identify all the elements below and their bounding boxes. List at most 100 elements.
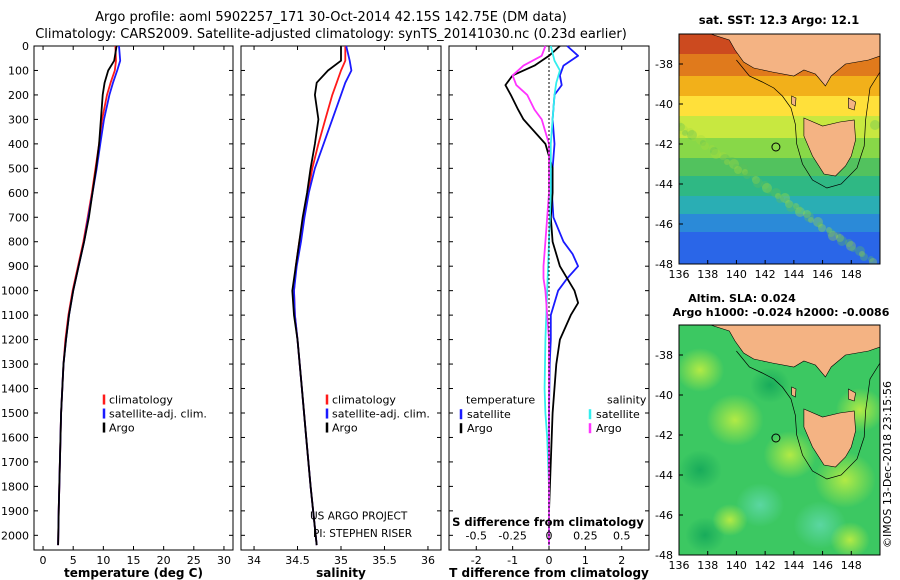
sst-texture xyxy=(700,140,706,146)
map-x-tick-label: 140 xyxy=(726,268,747,281)
profile-panel-2: 34 34.5 35 35.5 36 salinity climatologysatelli… xyxy=(240,45,442,580)
sst-texture xyxy=(859,251,865,257)
x-tick-label: 30 xyxy=(217,554,231,567)
sst-texture xyxy=(679,123,685,131)
depth-tick-label: 500 xyxy=(8,162,29,175)
project-annotation: PI: STEPHEN RISER xyxy=(313,528,412,540)
sst-texture xyxy=(679,121,682,127)
map-y-tick-label: -46 xyxy=(655,509,673,522)
land-mass xyxy=(679,34,880,87)
sst-texture xyxy=(808,217,814,223)
x-tick-label: 10 xyxy=(96,554,110,567)
sst-texture xyxy=(836,234,844,242)
sst-texture xyxy=(837,236,847,246)
sst-texture xyxy=(734,166,742,174)
series-line-temperature-argo xyxy=(504,45,579,546)
sla-eddy xyxy=(763,431,817,479)
sst-band xyxy=(679,232,880,264)
legend-label: satellite xyxy=(467,408,511,421)
s-diff-tick-label: 0.5 xyxy=(613,529,631,542)
sst-texture xyxy=(724,159,730,165)
x-tick-label: 1 xyxy=(582,554,589,567)
depth-tick-label: 1800 xyxy=(1,480,29,493)
map-x-tick-label: 136 xyxy=(669,559,690,572)
sst-texture xyxy=(860,253,868,261)
chart-title-line2: Climatology: CARS2009. Satellite-adjuste… xyxy=(35,27,627,42)
sst-texture xyxy=(818,224,826,232)
map-y-tick-label: -38 xyxy=(655,58,673,71)
sst-texture xyxy=(804,212,814,222)
sst-texture xyxy=(845,239,853,247)
depth-tick-label: 1000 xyxy=(1,285,29,298)
x-tick-label: 35.5 xyxy=(372,554,397,567)
sst-texture xyxy=(855,246,865,256)
sst-band xyxy=(679,76,880,97)
sst-texture xyxy=(729,159,739,169)
map-x-tick-label: 138 xyxy=(697,268,718,281)
x-tick-label: 20 xyxy=(157,554,171,567)
legend-label: climatology xyxy=(109,394,173,407)
land-mass xyxy=(791,95,797,107)
s-diff-tick-label: 0.25 xyxy=(573,529,598,542)
map-y-tick-label: -44 xyxy=(655,469,673,482)
map-x-tick-label: 148 xyxy=(841,268,862,281)
sla-map xyxy=(679,325,880,555)
project-annotation: US ARGO PROJECT xyxy=(310,511,408,523)
depth-tick-label: 200 xyxy=(8,89,29,102)
depth-tick-label: 2000 xyxy=(1,529,29,542)
sst-band xyxy=(679,214,880,233)
sst-texture xyxy=(751,174,757,180)
legend-label: Argo xyxy=(332,422,358,435)
map-x-tick-label: 144 xyxy=(783,268,804,281)
map-y-tick-label: -44 xyxy=(655,178,673,191)
map-x-tick-label: 148 xyxy=(841,559,862,572)
depth-tick-label: 400 xyxy=(8,138,29,151)
legend-title-salinity: salinity xyxy=(607,394,647,407)
map-x-tick-label: 146 xyxy=(812,268,833,281)
map-frame xyxy=(678,33,881,265)
sla-eddy xyxy=(750,367,790,403)
map-x-tick-label: 144 xyxy=(783,559,804,572)
sst-texture xyxy=(691,135,697,141)
land-mass xyxy=(848,97,856,111)
legend-label: satellite-adj. clim. xyxy=(332,408,430,421)
depth-tick-label: 1500 xyxy=(1,407,29,420)
sst-texture xyxy=(686,128,694,136)
map-y-tick-label: -40 xyxy=(655,389,673,402)
map-x-tick-label: 140 xyxy=(726,559,747,572)
map-y-tick-label: -42 xyxy=(655,138,673,151)
land-mass xyxy=(679,325,880,378)
x-axis-label: T difference from climatology xyxy=(449,566,649,580)
legend-label: Argo xyxy=(109,422,135,435)
map-frame xyxy=(678,324,881,556)
land-mass xyxy=(791,386,797,398)
x-tick-label: 35 xyxy=(334,554,348,567)
x-tick-label: 34.5 xyxy=(285,554,310,567)
sst-texture xyxy=(771,188,781,198)
sst-texture xyxy=(711,149,721,159)
x-tick-label: 5 xyxy=(70,554,77,567)
sla-map-title-line2: Argo h1000: -0.024 h2000: -0.0086 xyxy=(673,306,890,319)
sst-texture xyxy=(869,258,877,264)
depth-tick-label: 700 xyxy=(8,211,29,224)
profile-panel-1: 0 5 10 15 20 25 30 temperature (deg C) climatolo… xyxy=(33,45,234,580)
sst-texture xyxy=(826,227,832,233)
sst-texture xyxy=(753,178,763,188)
sst-texture xyxy=(817,222,823,228)
sst-texture xyxy=(813,217,823,227)
sst-texture xyxy=(679,125,688,135)
x-tick-label: 0 xyxy=(546,554,553,567)
sst-texture xyxy=(775,193,781,199)
map-y-tick-label: -42 xyxy=(655,429,673,442)
legend-label: satellite-adj. clim. xyxy=(109,408,207,421)
land-mass xyxy=(848,388,856,402)
depth-tick-label: 1100 xyxy=(1,309,29,322)
x-tick-label: -2 xyxy=(471,554,482,567)
sst-texture xyxy=(835,232,841,238)
sst-texture xyxy=(786,202,796,212)
sst-texture xyxy=(850,246,856,252)
x-tick-label: 36 xyxy=(421,554,435,567)
s-diff-tick-label: 0 xyxy=(546,529,553,542)
sst-map xyxy=(679,34,880,264)
